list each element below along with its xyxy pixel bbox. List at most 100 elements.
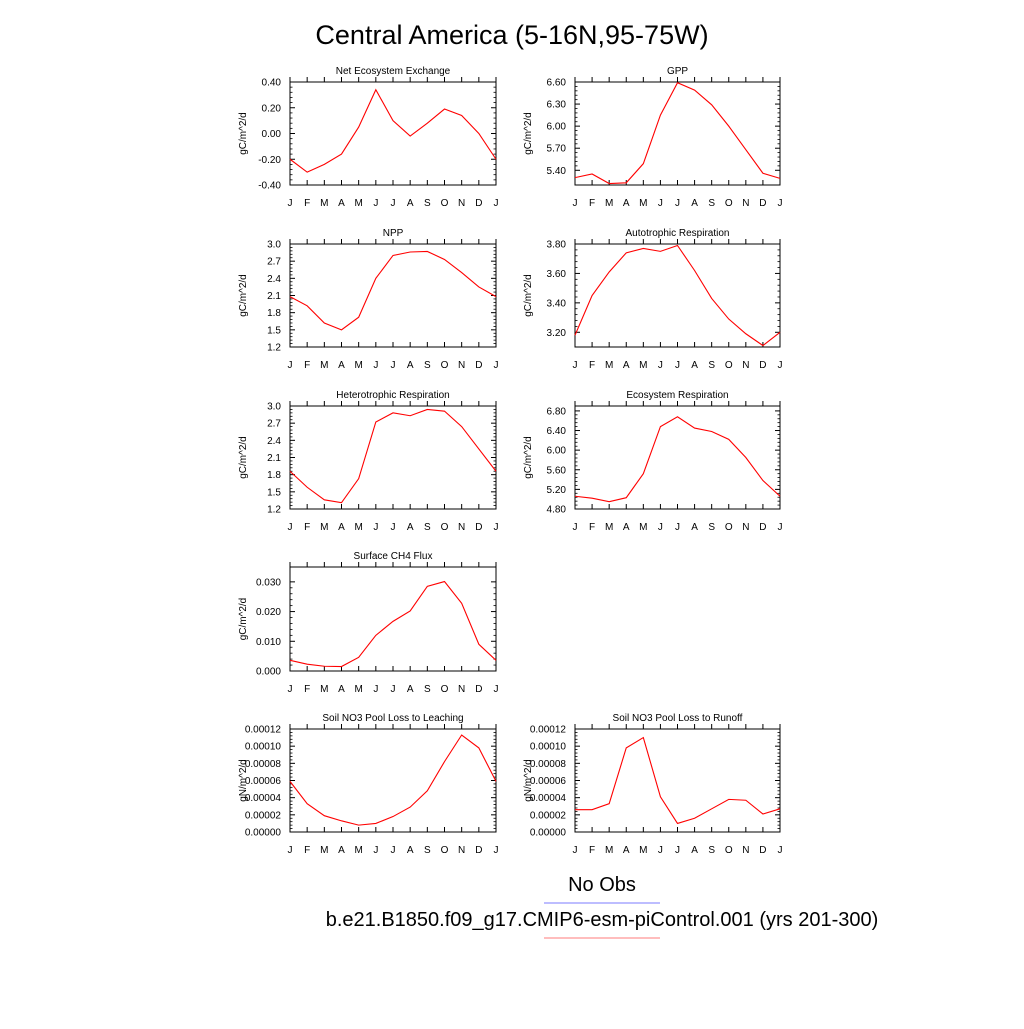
y-tick-label: 0.00008 (530, 759, 567, 770)
y-tick-label: 0.00002 (530, 810, 567, 821)
x-tick-label: J (373, 522, 378, 533)
x-tick-label: J (573, 360, 578, 371)
panel-net-ecosystem-exchange: Net Ecosystem Exchange gC/m^2/d 0.40 0.20 0.… (238, 66, 499, 209)
y-tick-label: 2.7 (267, 257, 281, 268)
figure-title: Central America (5-16N,95-75W) (315, 20, 708, 50)
x-tick-label: A (691, 522, 698, 533)
x-tick-label: J (573, 198, 578, 209)
x-tick-label: D (475, 684, 482, 695)
x-tick-label: J (778, 845, 783, 856)
series-line (289, 580, 497, 668)
legend-label-obs: No Obs (568, 874, 636, 896)
y-tick-label: 1.5 (267, 325, 281, 336)
x-tick-label: F (589, 360, 595, 371)
x-tick-label: J (391, 684, 396, 695)
x-tick-label: O (725, 845, 733, 856)
x-tick-label: J (288, 522, 293, 533)
x-tick-label: A (407, 360, 414, 371)
x-tick-label: A (623, 522, 630, 533)
y-tick-label: 6.00 (547, 446, 567, 457)
y-tick-label: 0.00008 (245, 759, 282, 770)
panel-title: Surface CH4 Flux (354, 551, 433, 562)
x-tick-label: N (458, 360, 465, 371)
x-tick-label: J (373, 360, 378, 371)
panel-autotrophic-respiration: Autotrophic Respiration gC/m^2/d 3.80 3.60 3… (523, 228, 783, 371)
x-tick-label: S (424, 198, 431, 209)
y-tick-label: 0.00004 (245, 793, 282, 804)
y-axis-label: gC/m^2/d (523, 274, 534, 317)
y-axis-label: gN/m^2/d (238, 759, 249, 802)
x-tick-label: S (708, 198, 715, 209)
x-tick-label: N (742, 360, 749, 371)
x-tick-label: O (441, 684, 449, 695)
x-tick-label: J (288, 360, 293, 371)
x-tick-label: J (373, 684, 378, 695)
panel-soil-no3-pool-loss-to-leaching: Soil NO3 Pool Loss to LeachinggN/m^2/d0.… (238, 713, 499, 856)
x-tick-label: O (725, 360, 733, 371)
y-tick-label: 0.00004 (530, 793, 567, 804)
y-tick-label: -0.40 (258, 181, 281, 192)
x-tick-label: S (424, 845, 431, 856)
y-tick-label: 0.020 (256, 607, 281, 618)
panel-title: Soil NO3 Pool Loss to Runoff (613, 713, 743, 724)
x-tick-label: A (407, 845, 414, 856)
x-tick-label: A (407, 522, 414, 533)
x-tick-label: J (658, 198, 663, 209)
y-tick-label: 3.60 (547, 269, 567, 280)
y-tick-label: 6.00 (547, 122, 567, 133)
x-tick-label: A (623, 198, 630, 209)
series-line (574, 416, 781, 503)
x-tick-label: A (691, 845, 698, 856)
x-tick-label: J (778, 360, 783, 371)
x-tick-label: J (391, 845, 396, 856)
y-tick-label: 5.40 (547, 166, 567, 177)
y-axis-label: gC/m^2/d (523, 436, 534, 479)
y-tick-label: 3.0 (267, 402, 281, 413)
x-tick-label: J (494, 522, 499, 533)
y-tick-label: 5.20 (547, 485, 567, 496)
panel-ecosystem-respiration: Ecosystem Respiration gC/m^2/d 6.80 6.40 6.0… (523, 390, 783, 533)
x-tick-label: J (391, 360, 396, 371)
x-tick-label: A (338, 198, 345, 209)
x-tick-label: S (424, 360, 431, 371)
y-tick-label: 5.60 (547, 465, 567, 476)
x-tick-label: J (391, 198, 396, 209)
y-tick-label: -0.20 (258, 155, 281, 166)
x-tick-label: M (354, 522, 362, 533)
x-tick-label: J (494, 684, 499, 695)
x-tick-label: A (407, 684, 414, 695)
x-tick-label: A (338, 684, 345, 695)
plot-frame (289, 405, 497, 510)
x-tick-label: M (354, 845, 362, 856)
x-tick-label: A (338, 845, 345, 856)
y-tick-label: 0.00010 (245, 742, 282, 753)
x-tick-label: M (320, 522, 328, 533)
y-tick-label: 0.010 (256, 637, 281, 648)
y-tick-label: 0.00012 (530, 725, 567, 736)
x-tick-label: J (288, 684, 293, 695)
y-tick-label: 0.40 (262, 78, 282, 89)
y-tick-label: 1.8 (267, 470, 281, 481)
y-tick-label: 3.0 (267, 240, 281, 251)
x-tick-label: D (759, 522, 766, 533)
series-line (575, 736, 781, 825)
x-tick-label: M (639, 198, 647, 209)
y-tick-label: 3.80 (547, 240, 567, 251)
x-tick-label: M (320, 845, 328, 856)
plot-frame (574, 405, 781, 510)
x-tick-label: M (320, 360, 328, 371)
x-tick-label: J (288, 198, 293, 209)
y-tick-label: 6.40 (547, 426, 567, 437)
y-tick-label: 2.1 (267, 291, 281, 302)
series-line (289, 734, 497, 826)
x-tick-label: S (708, 360, 715, 371)
y-tick-label: 6.60 (547, 78, 567, 89)
x-tick-label: O (441, 845, 449, 856)
x-tick-label: A (691, 198, 698, 209)
x-tick-label: O (441, 522, 449, 533)
panel-title: Heterotrophic Respiration (336, 390, 449, 401)
panel-heterotrophic-respiration: Heterotrophic Respiration gC/m^2/d 3.0 2.7 2… (238, 390, 499, 533)
